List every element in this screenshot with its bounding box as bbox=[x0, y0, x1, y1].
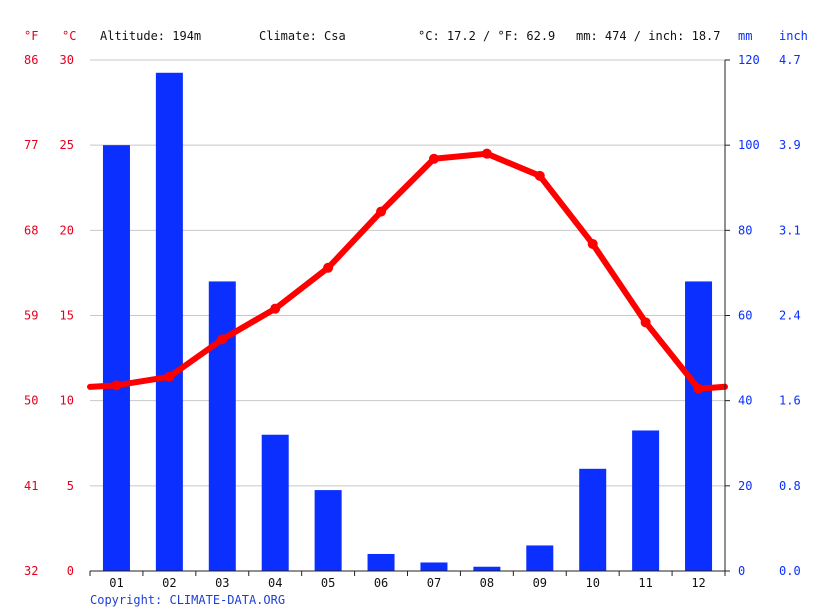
inch-tick-label: 3.9 bbox=[779, 138, 801, 152]
precip-bar bbox=[261, 434, 289, 571]
mm-tick-label: 20 bbox=[738, 479, 752, 493]
inch-unit-label: inch bbox=[779, 29, 808, 43]
mm-tick-label: 60 bbox=[738, 309, 752, 323]
precip-bar bbox=[526, 545, 554, 571]
temperature-point bbox=[323, 262, 334, 273]
fahrenheit-tick-label: 77 bbox=[24, 138, 38, 152]
gridlines bbox=[90, 59, 725, 487]
celsius-tick-label: 20 bbox=[60, 223, 74, 237]
altitude-label: Altitude: 194m bbox=[100, 29, 201, 43]
precip-bar bbox=[685, 281, 713, 571]
axes bbox=[89, 59, 730, 576]
precip-bar bbox=[632, 430, 660, 571]
celsius-tick-label: 0 bbox=[67, 564, 74, 578]
precip-bar bbox=[367, 553, 395, 571]
fahrenheit-tick-label: 68 bbox=[24, 223, 38, 237]
precip-total-label: mm: 474 / inch: 18.7 bbox=[576, 29, 721, 43]
x-tick-label: 02 bbox=[162, 576, 176, 590]
fahrenheit-tick-label: 32 bbox=[24, 564, 38, 578]
precip-bar bbox=[155, 72, 183, 572]
x-tick-label: 11 bbox=[638, 576, 652, 590]
fahrenheit-tick-label: 41 bbox=[24, 479, 38, 493]
x-tick-label: 08 bbox=[480, 576, 494, 590]
mm-unit-label: mm bbox=[738, 29, 752, 43]
fahrenheit-tick-label: 86 bbox=[24, 53, 38, 67]
precip-bar bbox=[420, 562, 448, 571]
x-tick-label: 12 bbox=[691, 576, 705, 590]
temperature-point bbox=[217, 334, 228, 345]
celsius-tick-label: 5 bbox=[67, 479, 74, 493]
temperature-point bbox=[428, 153, 439, 164]
celsius-tick-label: 30 bbox=[60, 53, 74, 67]
inch-tick-label: 4.7 bbox=[779, 53, 801, 67]
celsius-tick-label: 25 bbox=[60, 138, 74, 152]
temperature-point bbox=[640, 317, 651, 328]
temperature-point bbox=[376, 206, 387, 217]
x-tick-label: 09 bbox=[533, 576, 547, 590]
inch-tick-label: 1.6 bbox=[779, 394, 801, 408]
climate-label: Climate: Csa bbox=[259, 29, 346, 43]
x-tick-label: 07 bbox=[427, 576, 441, 590]
mm-tick-label: 100 bbox=[738, 138, 760, 152]
inch-tick-label: 3.1 bbox=[779, 223, 801, 237]
mm-tick-label: 80 bbox=[738, 223, 752, 237]
x-tick-label: 05 bbox=[321, 576, 335, 590]
x-tick-label: 06 bbox=[374, 576, 388, 590]
avg-temp-label: °C: 17.2 / °F: 62.9 bbox=[418, 29, 555, 43]
inch-tick-label: 0.0 bbox=[779, 564, 801, 578]
inch-tick-label: 2.4 bbox=[779, 309, 801, 323]
mm-tick-label: 120 bbox=[738, 53, 760, 67]
precip-bar bbox=[102, 145, 130, 571]
temperature-point bbox=[270, 303, 281, 314]
celsius-tick-label: 10 bbox=[60, 394, 74, 408]
temperature-point bbox=[534, 170, 545, 181]
temperature-point bbox=[481, 148, 492, 159]
temperature-point bbox=[693, 383, 704, 394]
mm-tick-label: 0 bbox=[738, 564, 745, 578]
copyright-link[interactable]: Copyright: CLIMATE-DATA.ORG bbox=[90, 593, 285, 607]
temperature-point bbox=[587, 238, 598, 249]
temperature-series-line bbox=[87, 150, 728, 392]
precipitation-bars bbox=[102, 72, 713, 572]
temperature-line bbox=[87, 148, 728, 394]
precip-bar bbox=[473, 566, 501, 571]
temperature-point bbox=[111, 380, 122, 391]
celsius-unit-label: °C bbox=[62, 29, 76, 43]
x-tick-label: 03 bbox=[215, 576, 229, 590]
fahrenheit-tick-label: 59 bbox=[24, 309, 38, 323]
precip-bar bbox=[314, 490, 342, 571]
temperature-point bbox=[164, 371, 175, 382]
x-tick-label: 10 bbox=[585, 576, 599, 590]
precip-bar bbox=[579, 468, 607, 571]
x-tick-label: 01 bbox=[109, 576, 123, 590]
fahrenheit-tick-label: 50 bbox=[24, 394, 38, 408]
precip-bar bbox=[208, 281, 236, 571]
mm-tick-label: 40 bbox=[738, 394, 752, 408]
x-tick-label: 04 bbox=[268, 576, 282, 590]
fahrenheit-unit-label: °F bbox=[24, 29, 38, 43]
inch-tick-label: 0.8 bbox=[779, 479, 801, 493]
celsius-tick-label: 15 bbox=[60, 309, 74, 323]
